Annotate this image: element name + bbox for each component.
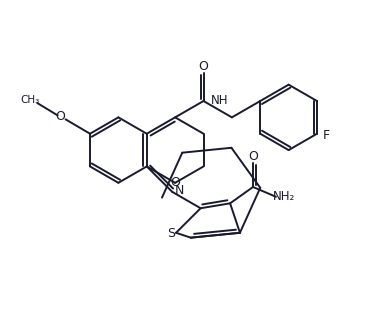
Text: CH₃: CH₃ (21, 95, 40, 105)
Text: O: O (248, 150, 258, 163)
Text: S: S (167, 227, 175, 240)
Text: NH₂: NH₂ (273, 190, 295, 203)
Text: F: F (322, 129, 329, 142)
Text: NH: NH (211, 94, 228, 107)
Text: O: O (199, 60, 209, 73)
Text: N: N (175, 184, 184, 197)
Text: O: O (56, 110, 65, 123)
Text: O: O (170, 176, 180, 189)
